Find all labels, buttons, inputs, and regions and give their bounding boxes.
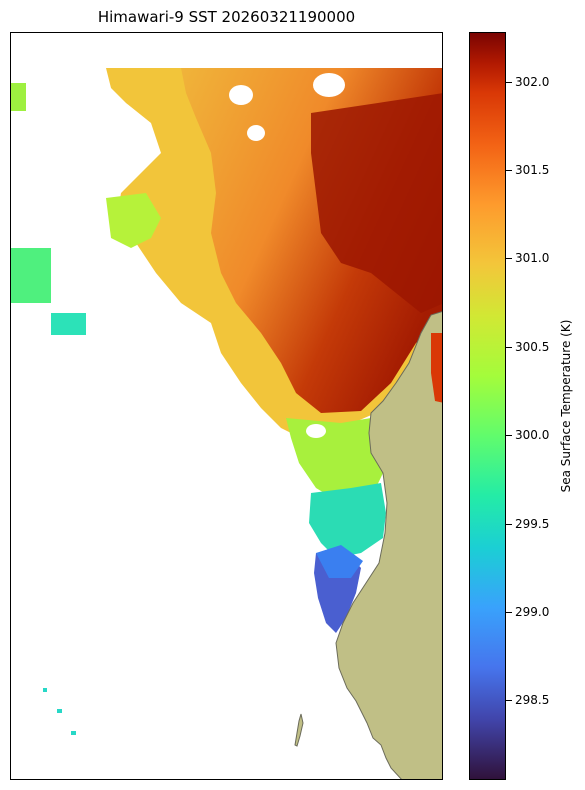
sst-patch	[51, 313, 86, 335]
colorbar	[469, 32, 506, 780]
sst-patch	[11, 248, 51, 303]
colorbar-tick-label: 298.5	[515, 693, 550, 708]
sst-patch	[43, 688, 47, 692]
colorbar-tick-label: 301.5	[515, 162, 550, 177]
colorbar-tick-label: 301.0	[515, 251, 550, 266]
sst-map	[10, 32, 443, 780]
colorbar-tick	[506, 435, 512, 437]
colorbar-tick-label: 299.0	[515, 605, 550, 619]
colorbar-tick-label: 302.0	[515, 74, 550, 89]
sst-region-bay	[431, 333, 442, 403]
colorbar-tick	[506, 700, 512, 702]
land-mass	[335, 311, 442, 779]
colorbar-tick	[506, 81, 512, 83]
sst-region-mid-coast	[286, 418, 383, 503]
sst-region-northeast-warm	[311, 93, 442, 313]
colorbar-tick-label: 300.5	[515, 339, 550, 354]
colorbar-tick	[506, 523, 512, 525]
colorbar-label: Sea Surface Temperature (K)	[559, 319, 573, 493]
cloud-gap	[247, 125, 265, 141]
colorbar-tick-label: 300.0	[515, 428, 550, 443]
colorbar-tick	[506, 612, 512, 613]
colorbar-tick	[506, 258, 512, 260]
sst-region-south-coast	[309, 483, 386, 558]
colorbar-tick	[506, 346, 512, 348]
sst-blue-edge	[316, 545, 363, 578]
map-title: Himawari-9 SST 20260321190000	[97, 8, 356, 26]
sst-region-west-band	[106, 193, 161, 248]
sst-patch	[71, 731, 76, 735]
cloud-gap	[313, 73, 345, 97]
cloud-gap	[229, 85, 253, 105]
colorbar-tick	[506, 169, 512, 171]
sst-patch	[11, 83, 26, 111]
sst-patch	[57, 709, 62, 713]
island	[294, 713, 304, 747]
cloud-gap	[306, 424, 326, 438]
colorbar-tick-label: 299.5	[515, 516, 550, 531]
sst-field	[11, 68, 442, 735]
